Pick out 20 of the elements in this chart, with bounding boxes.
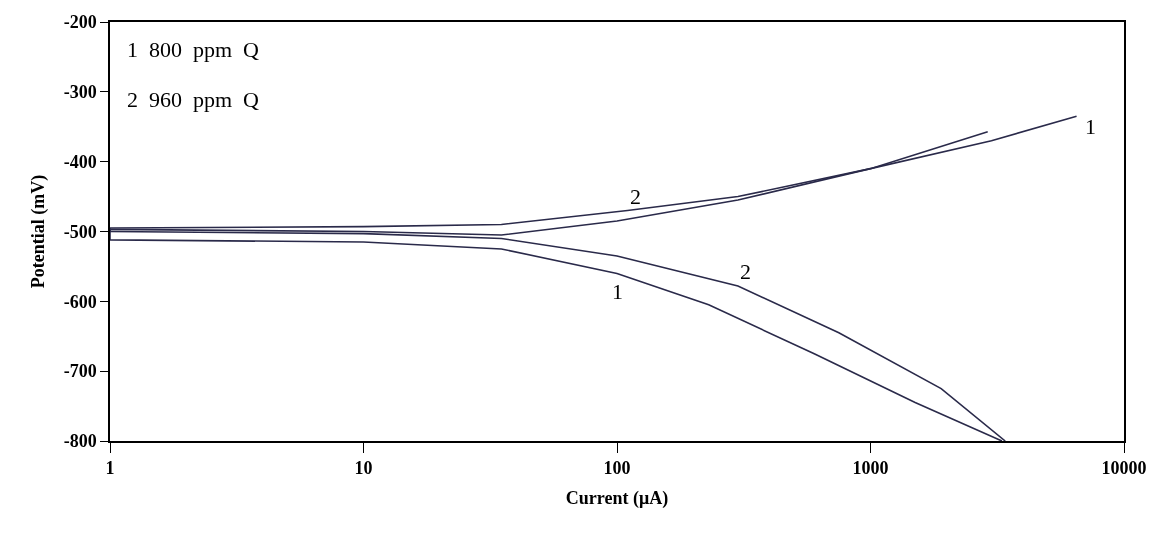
y-tick-label: -500 <box>63 221 97 242</box>
annotation: 2 <box>740 259 751 284</box>
y-tick-label: -300 <box>63 82 97 103</box>
x-tick-label: 10000 <box>1101 458 1147 479</box>
annotation: 1 <box>1085 114 1096 139</box>
y-tick-label: -200 <box>63 12 97 33</box>
y-tick-label: -600 <box>63 291 97 312</box>
annotation: 2 <box>630 184 641 209</box>
annotation: 2 960 ppm Q <box>127 87 260 112</box>
y-tick-label: -800 <box>63 431 97 452</box>
x-tick-label: 1000 <box>852 458 889 479</box>
x-tick-label: 1 <box>105 458 115 479</box>
x-tick-label: 10 <box>354 458 373 479</box>
y-tick-label: -400 <box>63 151 97 172</box>
y-tick-label: -700 <box>63 361 97 382</box>
y-axis-title: Potential (mV) <box>28 174 50 289</box>
x-axis-title: Current (μA) <box>565 487 669 509</box>
annotation: 1 800 ppm Q <box>127 37 260 62</box>
x-tick-label: 100 <box>603 458 631 479</box>
annotation: 1 <box>612 279 623 304</box>
